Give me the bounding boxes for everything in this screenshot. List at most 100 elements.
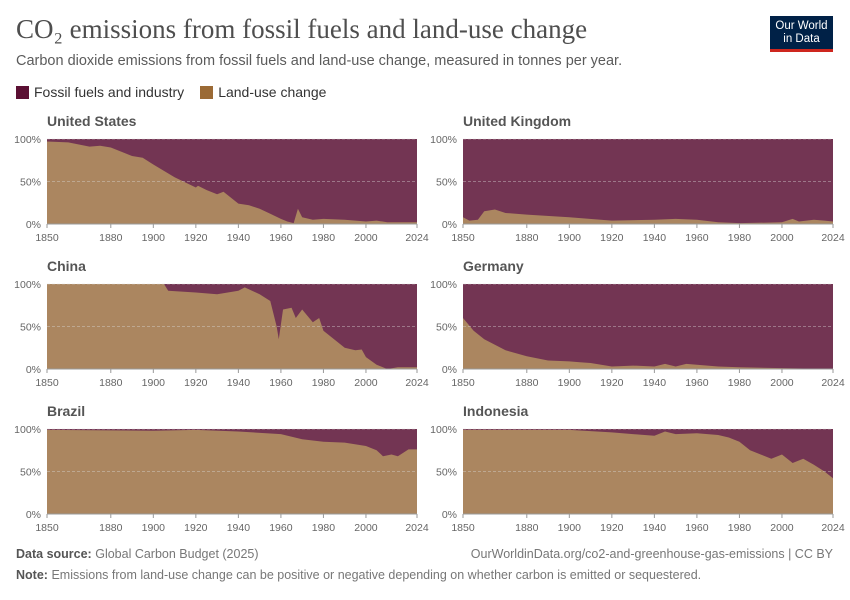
x-tick-label: 1960	[269, 232, 293, 244]
x-tick-label: 2024	[405, 522, 429, 534]
y-tick-label: 0%	[442, 364, 457, 376]
x-tick-label: 1960	[685, 522, 709, 534]
x-tick-label: 1980	[728, 377, 752, 389]
panel-title: United Kingdom	[463, 113, 571, 129]
x-tick-label: 1940	[643, 232, 667, 244]
y-tick-label: 100%	[14, 279, 41, 291]
x-tick-label: 2024	[405, 232, 429, 244]
footnote: Note: Emissions from land-use change can…	[16, 568, 701, 582]
legend: Fossil fuels and industry Land-use chang…	[16, 84, 326, 100]
y-tick-label: 50%	[436, 322, 457, 334]
area-land-use-change[interactable]	[463, 318, 833, 369]
x-tick-label: 2000	[770, 377, 794, 389]
x-tick-label: 1920	[184, 377, 208, 389]
panel-brazil: Brazil 0% 50% 100% 1850 1880 1900 1920 1940 1960 1…	[14, 403, 429, 534]
panel-title: Brazil	[47, 403, 85, 419]
y-tick-label: 50%	[20, 322, 41, 334]
x-tick-label: 1940	[643, 377, 667, 389]
area-fossil-fuels[interactable]	[463, 139, 833, 224]
panel-title: United States	[47, 113, 137, 129]
x-tick-label: 2000	[354, 377, 378, 389]
x-tick-label: 1920	[184, 522, 208, 534]
note-text: Emissions from land-use change can be po…	[51, 568, 702, 582]
y-tick-label: 100%	[430, 279, 457, 291]
panel-germany: Germany 0% 50% 100% 1850 1880 1900 1920 1940 1960…	[430, 258, 845, 389]
y-tick-label: 100%	[430, 134, 457, 146]
source-url[interactable]: OurWorldinData.org/co2-and-greenhouse-ga…	[470, 547, 833, 561]
area-land-use-change[interactable]	[47, 141, 417, 224]
x-tick-label: 1960	[269, 377, 293, 389]
x-tick-label: 1900	[558, 232, 582, 244]
x-tick-label: 1980	[312, 232, 336, 244]
y-tick-label: 50%	[20, 177, 41, 189]
x-tick-label: 1900	[142, 377, 166, 389]
x-tick-label: 1900	[558, 522, 582, 534]
x-tick-label: 1900	[142, 232, 166, 244]
area-fossil-fuels[interactable]	[463, 284, 833, 369]
x-tick-label: 1960	[269, 522, 293, 534]
owid-logo[interactable]: Our World in Data	[770, 16, 833, 52]
x-tick-label: 1880	[515, 522, 539, 534]
panel-title: Indonesia	[463, 403, 529, 419]
y-tick-label: 0%	[442, 509, 457, 521]
x-tick-label: 1940	[643, 522, 667, 534]
y-tick-label: 0%	[26, 509, 41, 521]
source-text[interactable]: Global Carbon Budget (2025)	[95, 547, 259, 561]
panel-united-states: United States 0% 50% 100% 1850 1880 1900 1920 19…	[14, 113, 429, 244]
y-tick-label: 0%	[26, 219, 41, 231]
x-tick-label: 2024	[821, 377, 845, 389]
x-tick-label: 1960	[685, 377, 709, 389]
y-tick-label: 0%	[442, 219, 457, 231]
x-tick-label: 2000	[354, 522, 378, 534]
x-tick-label: 1920	[600, 522, 624, 534]
legend-label: Fossil fuels and industry	[34, 84, 185, 100]
area-land-use-change[interactable]	[463, 209, 833, 224]
legend-label: Land-use change	[218, 84, 327, 100]
x-tick-label: 1850	[451, 522, 475, 534]
legend-swatch	[16, 86, 29, 99]
panel-title: China	[47, 258, 86, 274]
x-tick-label: 1940	[227, 377, 251, 389]
panel-united-kingdom: United Kingdom 0% 50% 100% 1850 1880 1900 1920 1…	[430, 113, 845, 244]
x-tick-label: 1880	[99, 377, 123, 389]
x-tick-label: 1900	[558, 377, 582, 389]
area-land-use-change[interactable]	[463, 429, 833, 514]
x-tick-label: 1880	[99, 232, 123, 244]
data-source: Data source: Global Carbon Budget (2025)	[16, 547, 259, 561]
x-tick-label: 1900	[142, 522, 166, 534]
chart-title: CO₂ emissions from fossil fuels and land…	[16, 14, 588, 44]
x-tick-label: 1880	[99, 522, 123, 534]
x-tick-label: 1980	[728, 232, 752, 244]
x-tick-label: 2024	[405, 377, 429, 389]
x-tick-label: 1850	[451, 232, 475, 244]
panel-title: Germany	[463, 258, 524, 274]
area-land-use-change[interactable]	[47, 429, 417, 514]
x-tick-label: 1880	[515, 232, 539, 244]
x-tick-label: 1980	[728, 522, 752, 534]
x-tick-label: 2000	[770, 232, 794, 244]
x-tick-label: 1940	[227, 232, 251, 244]
y-tick-label: 100%	[14, 424, 41, 436]
source-label: Data source:	[16, 547, 92, 561]
chart-subtitle: Carbon dioxide emissions from fossil fue…	[16, 53, 623, 69]
y-tick-label: 0%	[26, 364, 41, 376]
x-tick-label: 2024	[821, 232, 845, 244]
panel-indonesia: Indonesia 0% 50% 100% 1850 1880 1900 1920 1940 19…	[430, 403, 845, 534]
legend-item-fossil[interactable]: Fossil fuels and industry	[16, 84, 184, 100]
x-tick-label: 1980	[312, 377, 336, 389]
legend-swatch	[200, 86, 214, 99]
x-tick-label: 1920	[600, 232, 624, 244]
x-tick-label: 2000	[354, 232, 378, 244]
y-tick-label: 50%	[436, 467, 457, 479]
area-land-use-change[interactable]	[47, 284, 417, 369]
x-tick-label: 1940	[227, 522, 251, 534]
x-tick-label: 1880	[515, 377, 539, 389]
legend-item-land-use[interactable]: Land-use change	[200, 84, 326, 100]
y-tick-label: 100%	[14, 134, 41, 146]
y-tick-label: 50%	[20, 467, 41, 479]
x-tick-label: 1980	[312, 522, 336, 534]
y-tick-label: 50%	[436, 177, 457, 189]
x-tick-label: 2000	[770, 522, 794, 534]
x-tick-label: 2024	[821, 522, 845, 534]
